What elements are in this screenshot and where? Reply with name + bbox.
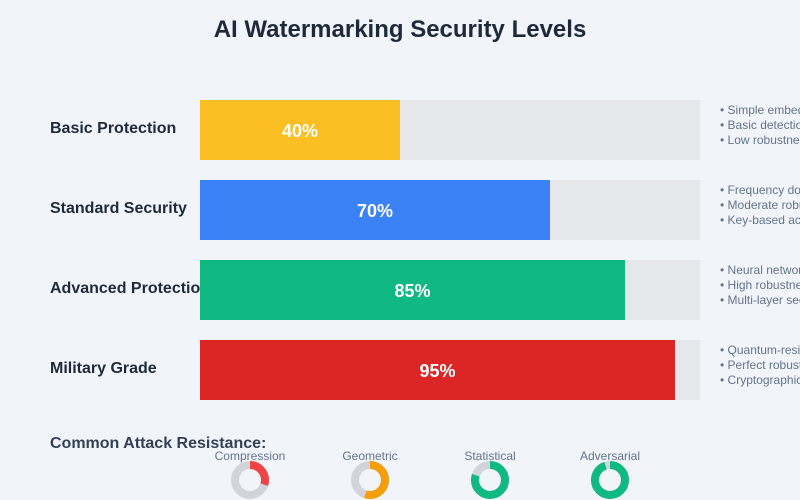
bar: [200, 340, 675, 400]
donut-arc: [471, 461, 509, 499]
feature-item: • Perfect robustness: [720, 358, 800, 372]
attack-name: Statistical: [464, 449, 516, 463]
feature-item: • Neural network: [720, 263, 800, 277]
feature-list: • Neural network• High robustness• Multi…: [720, 263, 800, 308]
feature-list: • Quantum-resistant• Perfect robustness•…: [720, 343, 800, 388]
bar: [200, 260, 625, 320]
feature-item: • Multi-layer security: [720, 293, 800, 307]
bar-track: 40%: [200, 100, 700, 160]
bar-value-label: 85%: [394, 281, 431, 301]
resistance-donut: [471, 461, 509, 499]
attack-resistance-title: Common Attack Resistance:: [50, 435, 267, 452]
feature-item: • Low robustness: [720, 133, 800, 147]
bar-value-label: 95%: [419, 361, 456, 381]
feature-list: • Simple embedding• Basic detection• Low…: [720, 103, 800, 148]
bar-value-label: 40%: [281, 121, 319, 141]
attack-name: Geometric: [342, 449, 398, 463]
donut-arc: [591, 461, 629, 499]
bar-track: 95%: [200, 340, 700, 400]
feature-item: • Moderate robustness: [720, 198, 800, 212]
feature-item: • Quantum-resistant: [720, 343, 800, 357]
level-label: Standard Security: [50, 200, 187, 217]
bar: [200, 180, 550, 240]
bar-track: 70%: [200, 180, 700, 240]
feature-item: • Simple embedding: [720, 103, 800, 117]
donut-arc: [231, 461, 269, 499]
level-label: Advanced Protection: [50, 280, 211, 297]
feature-list: • Frequency domain• Moderate robustness•…: [720, 183, 800, 228]
attack-name: Adversarial: [579, 449, 641, 463]
bar-value-label: 70%: [356, 201, 394, 221]
feature-item: • Key-based access: [720, 213, 800, 227]
bar-track: 85%: [200, 260, 700, 320]
level-label: Basic Protection: [50, 120, 177, 137]
bar: [200, 100, 400, 160]
feature-item: • Frequency domain: [720, 183, 800, 197]
feature-item: • High robustness: [720, 278, 800, 292]
chart-title: AI Watermarking Security Levels: [213, 16, 587, 43]
resistance-donut: [231, 461, 269, 499]
feature-item: • Cryptographic: [720, 373, 800, 387]
resistance-donut: [351, 461, 389, 499]
level-label: Military Grade: [50, 360, 157, 377]
feature-item: • Basic detection: [720, 118, 800, 132]
donut-arc: [351, 461, 389, 499]
resistance-donut: [591, 461, 629, 499]
attack-name: Compression: [214, 449, 286, 463]
